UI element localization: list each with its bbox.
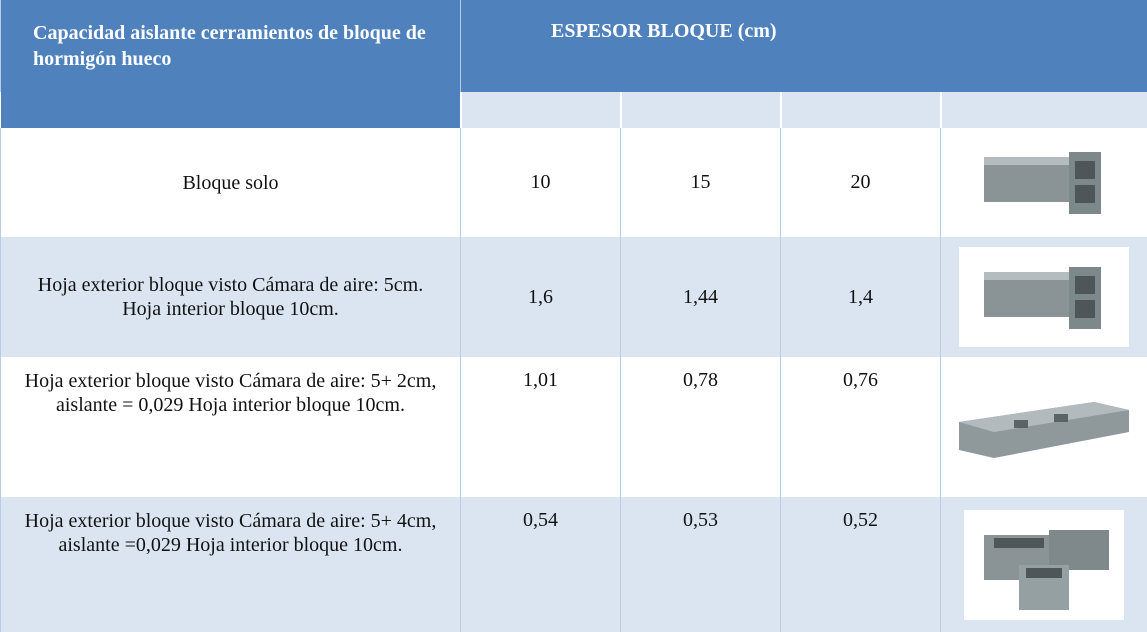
cell: 20 [781,128,941,237]
cell: 1,4 [781,237,941,357]
row-label: Hoja exterior bloque visto Cámara de air… [1,237,461,357]
cell: 15 [621,128,781,237]
cell: 1,01 [461,357,621,497]
page: Capacidad aislante cerramientos de bloqu… [0,0,1147,632]
block-image [954,392,1134,462]
cell: 0,52 [781,497,941,632]
row-label: Hoja exterior bloque visto Cámara de air… [1,357,461,497]
row-label: Hoja exterior bloque visto Cámara de air… [1,497,461,632]
block-image [964,510,1124,620]
cell: 0,53 [621,497,781,632]
cell: 0,78 [621,357,781,497]
cell: 10 [461,128,621,237]
header-title: Capacidad aislante cerramientos de bloqu… [1,0,461,92]
cell: 1,44 [621,237,781,357]
row-label: Bloque solo [1,128,461,237]
cell: 0,76 [781,357,941,497]
cell: 1,6 [461,237,621,357]
cell: 0,54 [461,497,621,632]
block-image [959,247,1129,347]
block-image [979,147,1109,219]
column-group-header: ESPESOR BLOQUE (cm) [461,0,1147,92]
table: Capacidad aislante cerramientos de bloqu… [0,0,1147,632]
